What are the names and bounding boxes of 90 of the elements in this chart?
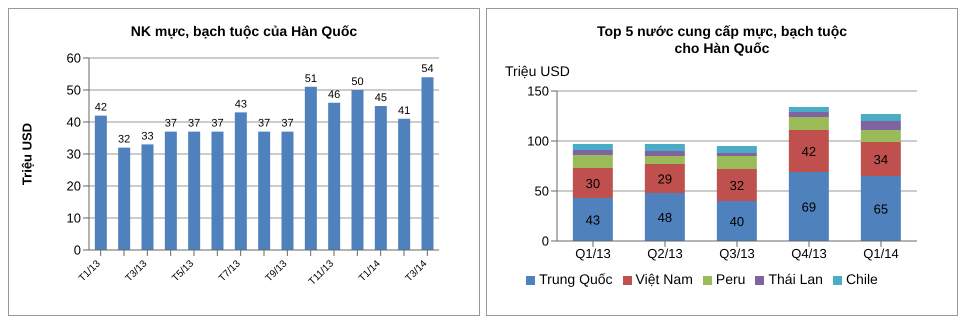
bar <box>422 77 434 250</box>
data-label: 41 <box>398 104 410 117</box>
x-tick-label: Q3/13 <box>719 246 755 262</box>
x-tick-label: Q1/13 <box>575 246 611 262</box>
bar <box>860 142 901 176</box>
data-label: 43 <box>234 98 247 110</box>
y-tick-label: 30 <box>66 146 81 162</box>
data-label: 33 <box>141 130 154 142</box>
y-tick-label: 100 <box>527 134 549 149</box>
data-label: 65 <box>874 202 888 216</box>
bar <box>142 144 154 250</box>
data-label: 43 <box>586 212 600 228</box>
data-label: 45 <box>374 92 387 104</box>
bar <box>304 86 317 250</box>
data-label: 51 <box>304 72 317 85</box>
data-label: 48 <box>658 210 672 225</box>
bar <box>352 90 364 250</box>
bar <box>716 169 757 201</box>
data-label: 37 <box>281 118 294 130</box>
bar <box>644 164 685 193</box>
y-tick-label: 40 <box>66 114 81 130</box>
x-tick-label: Q4/13 <box>791 246 827 262</box>
bar <box>94 116 107 250</box>
legend-label: Thái Lan <box>768 271 823 287</box>
bar <box>716 156 757 169</box>
x-tick-label: Q2/13 <box>647 246 683 262</box>
bar <box>788 107 829 112</box>
data-label: 46 <box>328 88 340 101</box>
data-label: 69 <box>802 200 816 214</box>
data-label: 37 <box>258 118 270 130</box>
bar <box>716 153 757 156</box>
bar <box>788 172 829 241</box>
y-tick-label: 10 <box>66 210 81 226</box>
bar <box>644 144 685 151</box>
data-label: 29 <box>658 172 672 186</box>
bar <box>234 112 247 250</box>
data-label: 32 <box>118 134 130 146</box>
data-label: 54 <box>421 63 434 76</box>
data-label: 42 <box>802 144 816 159</box>
bar <box>572 150 613 155</box>
data-label: 50 <box>351 76 364 88</box>
bar <box>572 144 613 150</box>
legend-label: Peru <box>716 271 746 287</box>
bar <box>860 121 901 130</box>
bar <box>788 112 829 117</box>
bar <box>164 132 177 250</box>
bar <box>572 168 613 198</box>
legend-label: Chile <box>846 271 878 287</box>
y-tick-label: 60 <box>66 50 81 66</box>
bar <box>716 201 757 241</box>
data-label: 37 <box>188 118 200 130</box>
y-axis-title: Triệu USD <box>505 63 570 79</box>
bar <box>716 146 757 153</box>
bar <box>860 130 901 142</box>
bar <box>328 102 340 250</box>
bar <box>398 118 410 250</box>
legend-label: Trung Quốc <box>539 271 613 287</box>
chart-title: Top 5 nước cung cấp mực, bạch tuộc cho Hàn Quốc <box>596 23 848 57</box>
data-label: 32 <box>730 178 744 193</box>
bar <box>282 132 294 250</box>
bar <box>572 155 613 168</box>
data-label: 30 <box>586 176 600 191</box>
y-tick-label: 0 <box>542 234 549 249</box>
bar <box>644 151 685 156</box>
bar <box>258 132 270 250</box>
y-tick-label: 20 <box>66 178 81 194</box>
bar <box>188 132 200 250</box>
bar <box>860 114 901 121</box>
bar <box>860 176 901 241</box>
data-label: 37 <box>211 118 224 130</box>
bar <box>374 106 387 250</box>
bar <box>788 130 829 172</box>
bar <box>212 132 224 250</box>
y-axis-title: Triệu USD <box>20 122 35 186</box>
data-label: 42 <box>94 102 107 114</box>
bar <box>644 193 685 241</box>
y-tick-label: 0 <box>74 242 81 258</box>
legend-label: Việt Nam <box>636 271 693 287</box>
bar <box>572 198 613 241</box>
y-tick-label: 50 <box>534 184 549 199</box>
x-tick-label: Q1/14 <box>863 246 899 262</box>
data-label: 34 <box>874 152 888 167</box>
bar <box>644 156 685 164</box>
y-tick-label: 50 <box>66 82 81 98</box>
data-label: 37 <box>164 118 177 130</box>
bar <box>118 148 130 250</box>
bar <box>788 117 829 130</box>
y-tick-label: 150 <box>527 84 549 99</box>
data-label: 40 <box>730 214 744 229</box>
chart-title: NK mực, bạch tuộc của Hàn Quốc <box>130 23 358 40</box>
